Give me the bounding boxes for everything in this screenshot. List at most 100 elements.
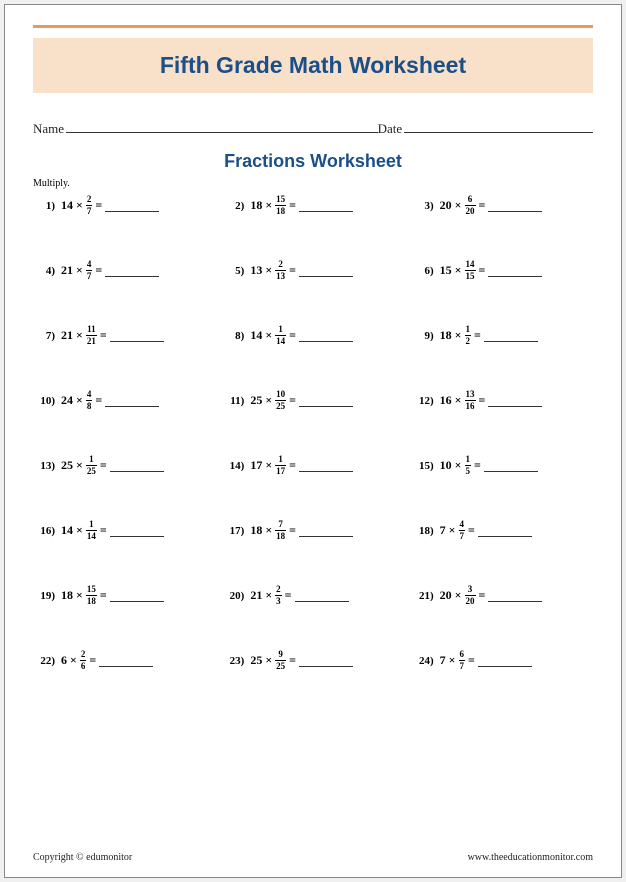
whole-number: 20 [440,198,452,213]
answer-blank[interactable] [488,395,542,407]
problem-number: 14) [222,460,244,472]
numerator: 2 [275,585,282,595]
fraction: 125 [86,455,97,476]
whole-number: 25 [61,458,73,473]
answer-blank[interactable] [299,265,353,277]
times-symbol: × [265,458,272,473]
problems-grid: 1)14×27=2)18×1518=3)20×620=4)21×47=5)13×… [33,195,593,671]
answer-blank[interactable] [110,525,164,537]
denominator: 25 [275,400,286,411]
answer-blank[interactable] [110,590,164,602]
numerator: 1 [88,520,95,530]
fraction: 15 [465,455,472,476]
denominator: 7 [86,270,93,281]
problem: 6)15×1415= [412,260,593,281]
problem: 22)6×26= [33,650,214,671]
denominator: 7 [459,660,466,671]
answer-blank[interactable] [299,395,353,407]
times-symbol: × [76,393,83,408]
times-symbol: × [449,653,456,668]
times-symbol: × [265,263,272,278]
answer-blank[interactable] [105,395,159,407]
problem: 19)18×1518= [33,585,214,606]
numerator: 1 [88,455,95,465]
equals-symbol: = [289,263,296,278]
problem-number: 10) [33,395,55,407]
name-label: Name [33,121,64,137]
whole-number: 14 [61,198,73,213]
times-symbol: × [265,523,272,538]
times-symbol: × [76,588,83,603]
answer-blank[interactable] [478,655,532,667]
answer-blank[interactable] [299,525,353,537]
problem: 21)20×320= [412,585,593,606]
problem: 24)7×67= [412,650,593,671]
fraction: 320 [465,585,476,606]
fraction: 47 [459,520,466,541]
denominator: 14 [275,335,286,346]
problem-number: 1) [33,200,55,212]
numerator: 6 [459,650,466,660]
answer-blank[interactable] [299,330,353,342]
equals-symbol: = [100,458,107,473]
numerator: 4 [86,260,93,270]
problem: 12)16×1316= [412,390,593,411]
problem: 5) 13×213= [222,260,403,281]
answer-blank[interactable] [488,590,542,602]
denominator: 18 [275,205,286,216]
problem-number: 2) [222,200,244,212]
equals-symbol: = [289,393,296,408]
numerator: 15 [86,585,97,595]
denominator: 5 [465,465,472,476]
answer-blank[interactable] [488,200,542,212]
name-group: Name [33,119,378,137]
answer-blank[interactable] [484,330,538,342]
whole-number: 18 [440,328,452,343]
date-blank[interactable] [404,119,593,133]
equals-symbol: = [289,523,296,538]
problem: 7)21×1121= [33,325,214,346]
numerator: 1 [277,455,284,465]
equals-symbol: = [289,653,296,668]
answer-blank[interactable] [110,460,164,472]
answer-blank[interactable] [299,460,353,472]
equals-symbol: = [289,328,296,343]
whole-number: 10 [440,458,452,473]
numerator: 15 [275,195,286,205]
answer-blank[interactable] [478,525,532,537]
denominator: 20 [465,595,476,606]
answer-blank[interactable] [488,265,542,277]
problem: 23)25×925= [222,650,403,671]
times-symbol: × [70,653,77,668]
answer-blank[interactable] [110,330,164,342]
times-symbol: × [265,653,272,668]
numerator: 2 [80,650,87,660]
name-blank[interactable] [66,119,378,133]
whole-number: 21 [250,588,262,603]
whole-number: 14 [61,523,73,538]
answer-blank[interactable] [99,655,153,667]
problem-number: 11) [222,395,244,407]
answer-blank[interactable] [295,590,349,602]
denominator: 13 [275,270,286,281]
answer-blank[interactable] [484,460,538,472]
fraction: 1518 [275,195,286,216]
problem: 4)21×47= [33,260,214,281]
answer-blank[interactable] [299,655,353,667]
answer-blank[interactable] [105,265,159,277]
answer-blank[interactable] [105,200,159,212]
denominator: 18 [275,530,286,541]
problem: 15)10×15= [412,455,593,476]
numerator: 6 [467,195,474,205]
problem: 13)25×125= [33,455,214,476]
problem-number: 9) [412,330,434,342]
problem-number: 4) [33,265,55,277]
fraction: 925 [275,650,286,671]
answer-blank[interactable] [299,200,353,212]
equals-symbol: = [474,458,481,473]
problem-number: 15) [412,460,434,472]
denominator: 7 [459,530,466,541]
denominator: 16 [465,400,476,411]
fraction: 213 [275,260,286,281]
problem-number: 5) [222,265,244,277]
